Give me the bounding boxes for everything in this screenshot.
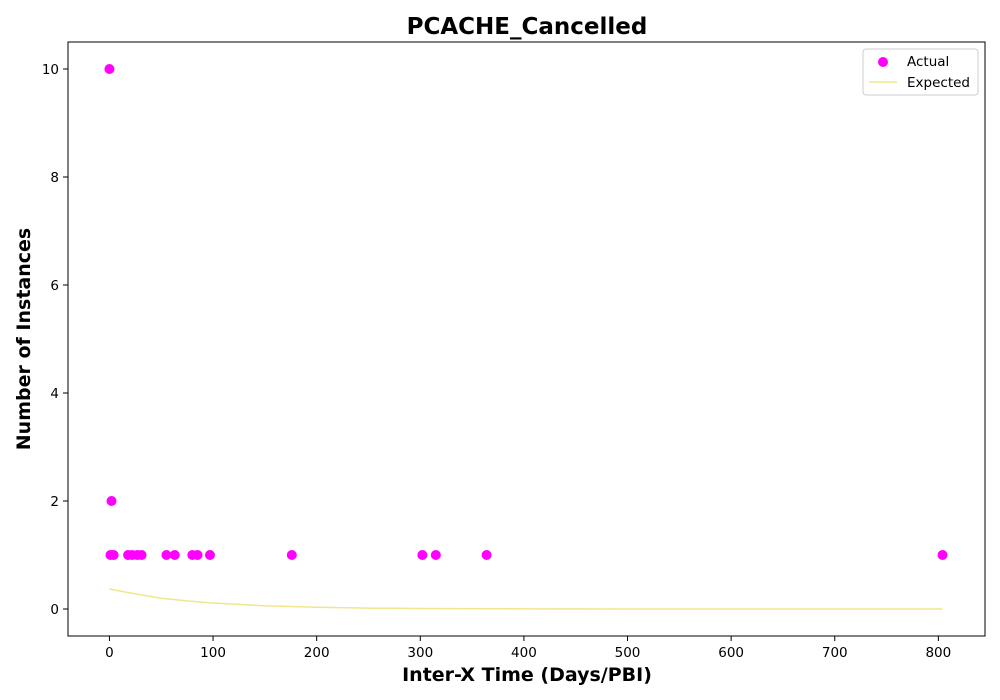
- y-tick-label: 10: [42, 62, 59, 78]
- actual-series: [104, 64, 948, 560]
- x-tick-label: 300: [407, 645, 433, 661]
- legend-actual-label: Actual: [907, 54, 949, 70]
- x-axis-label: Inter-X Time (Days/PBI): [402, 664, 652, 686]
- actual-point: [192, 550, 203, 560]
- actual-point: [108, 550, 119, 560]
- actual-point: [417, 550, 428, 560]
- expected-line: [109, 588, 943, 610]
- y-tick-label: 6: [50, 278, 59, 294]
- x-tick-label: 500: [615, 645, 641, 661]
- legend-box: [862, 48, 979, 96]
- actual-point: [136, 550, 147, 560]
- x-tick-label: 400: [511, 645, 537, 661]
- x-tick-label: 0: [105, 645, 114, 661]
- x-tick-label: 100: [200, 645, 226, 661]
- y-tick-label: 2: [50, 494, 59, 510]
- chart-title: PCACHE_Cancelled: [407, 14, 648, 40]
- y-tick-label: 8: [50, 170, 59, 186]
- actual-point: [169, 550, 180, 560]
- actual-point: [161, 550, 172, 560]
- legend: Actual Expected: [862, 48, 979, 96]
- y-tick-label: 0: [50, 602, 59, 618]
- actual-point: [104, 64, 115, 74]
- legend-actual-marker: [878, 57, 888, 67]
- y-axis-label: Number of Instances: [13, 228, 35, 450]
- axis-ticks: 0 100 200 300 400 500 600 700 800 0 2 4 6 8 10: [42, 62, 951, 661]
- legend-expected-label: Expected: [907, 75, 970, 91]
- actual-point: [430, 550, 441, 560]
- y-tick-label: 4: [50, 386, 59, 402]
- actual-point: [937, 550, 948, 560]
- x-tick-label: 700: [822, 645, 848, 661]
- x-tick-label: 200: [304, 645, 330, 661]
- actual-point: [481, 550, 492, 560]
- expected-series: [109, 588, 943, 610]
- actual-point: [204, 550, 215, 560]
- plot-area-border: [67, 41, 986, 637]
- plot-frame: [67, 41, 986, 637]
- actual-point: [106, 496, 117, 506]
- x-tick-label: 600: [718, 645, 744, 661]
- actual-point: [286, 550, 297, 560]
- x-tick-label: 800: [925, 645, 951, 661]
